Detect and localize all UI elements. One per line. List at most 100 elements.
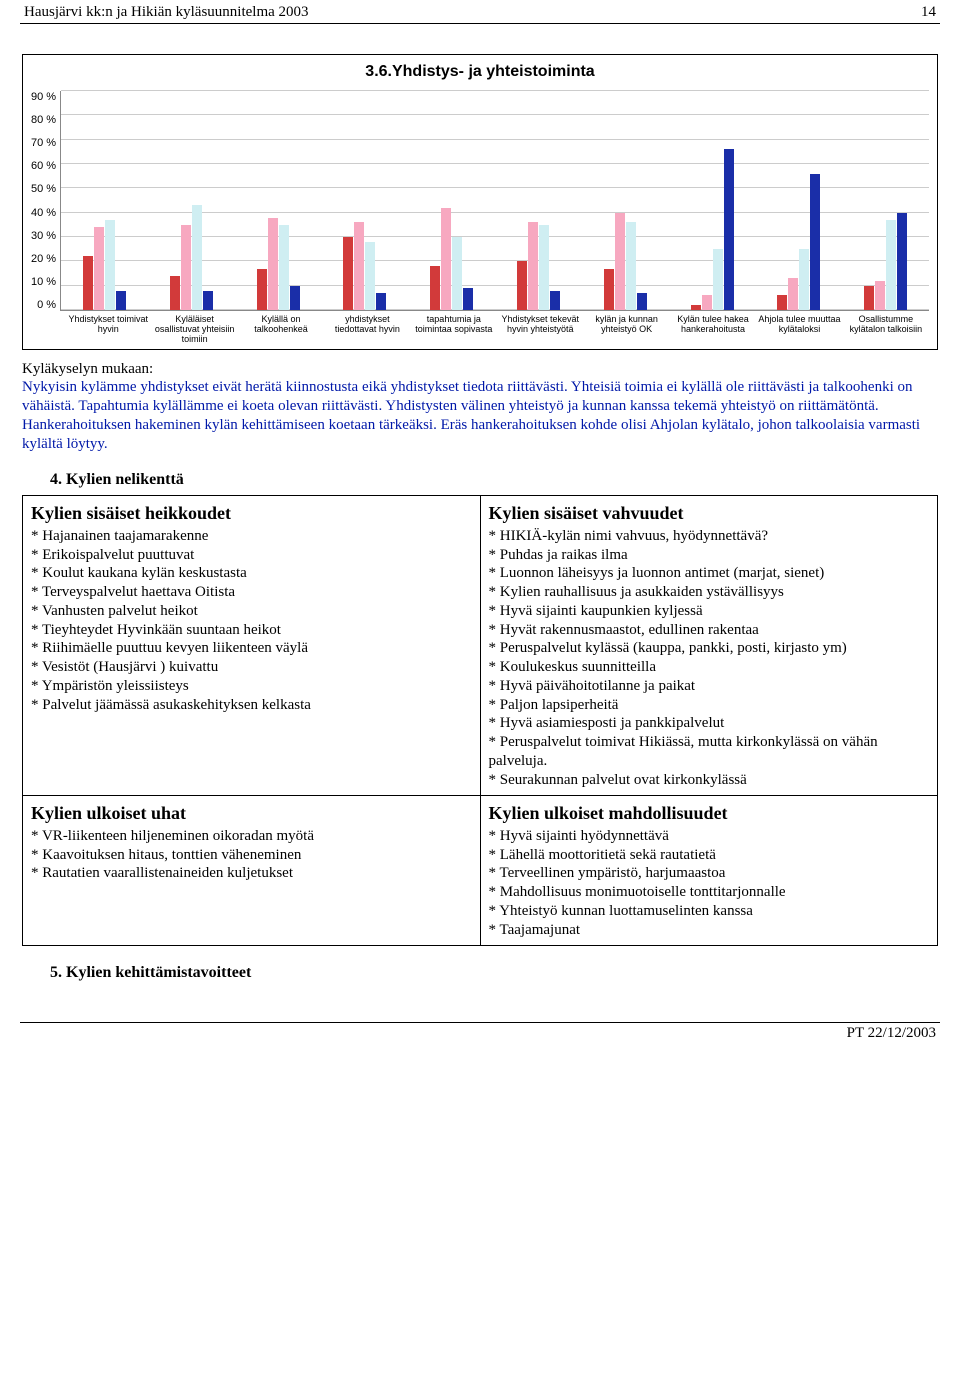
chart-bar-group bbox=[408, 91, 495, 310]
chart-y-tick: 40 % bbox=[31, 207, 56, 219]
chart-x-label: tapahtumia ja toimintaa sopivasta bbox=[411, 315, 497, 345]
chart-container: 3.6.Yhdistys- ja yhteistoiminta 90 % 80 %… bbox=[22, 54, 938, 350]
list-item: * Taajamajunat bbox=[489, 921, 930, 940]
list-item: * Palvelut jäämässä asukaskehityksen kel… bbox=[31, 696, 472, 715]
list-item: * Hyvä sijainti hyödynnettävä bbox=[489, 827, 930, 846]
chart-bar-group bbox=[755, 91, 842, 310]
swot-threat-title: Kylien ulkoiset uhat bbox=[31, 802, 472, 825]
chart-bar bbox=[290, 286, 300, 310]
list-item: * Puhdas ja raikas ilma bbox=[489, 546, 930, 565]
chart-bar bbox=[604, 269, 614, 310]
swot-strong-title: Kylien sisäiset vahvuudet bbox=[489, 502, 930, 525]
chart-bar bbox=[365, 242, 375, 310]
chart-bar bbox=[864, 286, 874, 310]
list-item: * Vanhusten palvelut heikot bbox=[31, 602, 472, 621]
list-item: * Luonnon läheisyys ja luonnon antimet (… bbox=[489, 564, 930, 583]
chart-bar-group bbox=[582, 91, 669, 310]
list-item: * VR-liikenteen hiljeneminen oikoradan m… bbox=[31, 827, 472, 846]
chart-bar bbox=[170, 276, 180, 310]
chart-bar bbox=[777, 295, 787, 310]
list-item: * Hyvät rakennusmaastot, edullinen raken… bbox=[489, 621, 930, 640]
list-item: * Vesistöt (Hausjärvi ) kuivattu bbox=[31, 658, 472, 677]
chart-bar bbox=[343, 237, 353, 310]
list-item: * Peruspalvelut toimivat Hikiässä, mutta… bbox=[489, 733, 930, 771]
chart-bar-group bbox=[842, 91, 929, 310]
chart-y-tick: 60 % bbox=[31, 160, 56, 172]
chart-bar bbox=[376, 293, 386, 310]
list-item: * Riihimäelle puuttuu kevyen liikenteen … bbox=[31, 639, 472, 658]
chart-bar bbox=[279, 225, 289, 310]
swot-weak-cell: Kylien sisäiset heikkoudet * Hajanainen … bbox=[23, 496, 481, 796]
chart-bar bbox=[528, 222, 538, 310]
list-item: * Lähellä moottoritietä sekä rautatietä bbox=[489, 846, 930, 865]
chart-bar bbox=[94, 227, 104, 310]
chart-x-label: Kylän tulee hakea hankerahoitusta bbox=[670, 315, 756, 345]
chart-bar bbox=[452, 237, 462, 310]
chart-bar-group bbox=[148, 91, 235, 310]
swot-strong-list: * HIKIÄ-kylän nimi vahvuus, hyödynnettäv… bbox=[489, 527, 930, 790]
swot-table: Kylien sisäiset heikkoudet * Hajanainen … bbox=[22, 495, 938, 946]
swot-opp-cell: Kylien ulkoiset mahdollisuudet * Hyvä si… bbox=[480, 796, 938, 946]
chart-x-label: yhdistykset tiedottavat hyvin bbox=[324, 315, 410, 345]
swot-threat-list: * VR-liikenteen hiljeneminen oikoradan m… bbox=[31, 827, 472, 883]
chart-bar bbox=[886, 220, 896, 310]
chart-bar-group bbox=[669, 91, 756, 310]
chart-bar bbox=[539, 225, 549, 310]
list-item: * Hajanainen taajamarakenne bbox=[31, 527, 472, 546]
chart-x-label: kylän ja kunnan yhteistyö OK bbox=[583, 315, 669, 345]
list-item: * Hyvä päivähoitotilanne ja paikat bbox=[489, 677, 930, 696]
chart-x-label: Osallistumme kylätalon talkoisiin bbox=[843, 315, 929, 345]
survey-block: Kyläkyselyn mukaan: Nykyisin kylämme yhd… bbox=[22, 360, 938, 454]
chart-x-label: Yhdistykset toimivat hyvin bbox=[65, 315, 151, 345]
section-4-title: 4. Kylien nelikenttä bbox=[50, 471, 940, 489]
list-item: * Koulut kaukana kylän keskustasta bbox=[31, 564, 472, 583]
list-item: * Terveellinen ympäristö, harjumaastoa bbox=[489, 864, 930, 883]
chart-y-tick: 70 % bbox=[31, 137, 56, 149]
swot-opp-title: Kylien ulkoiset mahdollisuudet bbox=[489, 802, 930, 825]
chart-bar bbox=[517, 261, 527, 310]
chart-bar bbox=[105, 220, 115, 310]
chart-grid bbox=[60, 91, 929, 311]
survey-text: Nykyisin kylämme yhdistykset eivät herät… bbox=[22, 379, 920, 451]
list-item: * Rautatien vaarallistenaineiden kuljetu… bbox=[31, 864, 472, 883]
chart-bar bbox=[713, 249, 723, 310]
chart-x-label: Ahjola tulee muuttaa kylätaloksi bbox=[756, 315, 842, 345]
list-item: * HIKIÄ-kylän nimi vahvuus, hyödynnettäv… bbox=[489, 527, 930, 546]
chart-bar bbox=[203, 291, 213, 310]
page-footer: PT 22/12/2003 bbox=[20, 1022, 940, 1042]
chart-bar bbox=[181, 225, 191, 310]
chart-bar bbox=[637, 293, 647, 310]
swot-opp-list: * Hyvä sijainti hyödynnettävä* Lähellä m… bbox=[489, 827, 930, 940]
chart-y-tick: 90 % bbox=[31, 91, 56, 103]
list-item: * Hyvä asiamiesposti ja pankkipalvelut bbox=[489, 714, 930, 733]
chart-bar bbox=[441, 208, 451, 310]
list-item: * Tieyhteydet Hyvinkään suuntaan heikot bbox=[31, 621, 472, 640]
chart-bar bbox=[626, 222, 636, 310]
survey-lead: Kyläkyselyn mukaan: bbox=[22, 361, 153, 377]
chart-bar-group bbox=[61, 91, 148, 310]
chart-bar bbox=[430, 266, 440, 310]
chart-x-label: Kylällä on talkoohenkeä bbox=[238, 315, 324, 345]
chart-bar bbox=[691, 305, 701, 310]
swot-strong-cell: Kylien sisäiset vahvuudet * HIKIÄ-kylän … bbox=[480, 496, 938, 796]
swot-weak-list: * Hajanainen taajamarakenne* Erikoispalv… bbox=[31, 527, 472, 715]
chart-bar bbox=[83, 256, 93, 310]
chart-y-tick: 0 % bbox=[31, 299, 56, 311]
chart-bar bbox=[875, 281, 885, 310]
chart-bar-group bbox=[321, 91, 408, 310]
chart-y-tick: 50 % bbox=[31, 183, 56, 195]
list-item: * Erikoispalvelut puuttuvat bbox=[31, 546, 472, 565]
chart-y-tick: 80 % bbox=[31, 114, 56, 126]
chart-bar bbox=[615, 213, 625, 310]
chart-y-tick: 30 % bbox=[31, 230, 56, 242]
chart-bar-group bbox=[235, 91, 322, 310]
chart-bar bbox=[702, 295, 712, 310]
chart-bars bbox=[61, 91, 929, 310]
chart-y-axis: 90 %80 %70 %60 %50 %40 %30 %20 %10 %0 % bbox=[31, 91, 60, 311]
chart-bar bbox=[257, 269, 267, 310]
swot-weak-title: Kylien sisäiset heikkoudet bbox=[31, 502, 472, 525]
list-item: * Terveyspalvelut haettava Oitista bbox=[31, 583, 472, 602]
chart-plot: 90 %80 %70 %60 %50 %40 %30 %20 %10 %0 % bbox=[31, 91, 929, 311]
chart-title: 3.6.Yhdistys- ja yhteistoiminta bbox=[31, 63, 929, 81]
chart-bar bbox=[788, 278, 798, 310]
